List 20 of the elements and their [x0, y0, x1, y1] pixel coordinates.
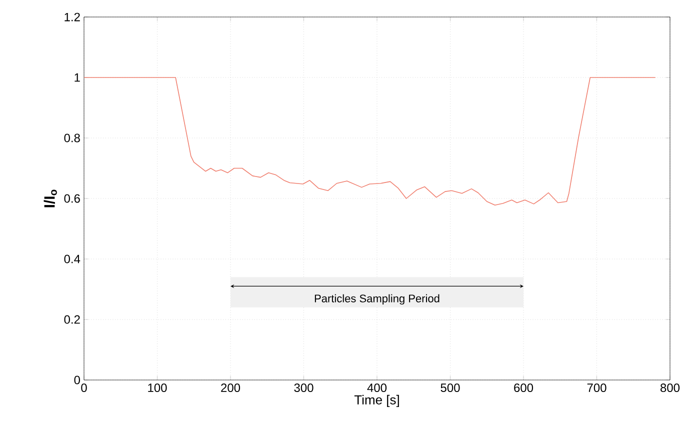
x-tick-label: 600: [514, 384, 534, 392]
x-axis-title: Time [s]: [354, 394, 399, 408]
y-tick-label: 0.4: [64, 254, 80, 264]
y-tick-label: 1: [74, 73, 80, 82]
x-tick-label: 100: [148, 384, 167, 392]
y-tick-label: 0.2: [64, 315, 80, 324]
band-label: Particles Sampling Period: [314, 294, 440, 305]
line-series: [84, 77, 656, 206]
x-tick-label: 0: [81, 384, 87, 392]
x-tick-label: 500: [440, 384, 460, 392]
x-tick-label: 400: [367, 384, 387, 392]
y-tick-label: 0: [74, 376, 80, 384]
y-tick-label: 0.6: [64, 194, 80, 203]
y-axis-title: I/I$_{o}$: [44, 190, 57, 208]
x-tick-label: 700: [587, 384, 606, 392]
x-tick-label: 800: [660, 384, 680, 392]
x-tick-label: 200: [221, 384, 240, 392]
y-tick-label: 1.2: [64, 12, 80, 22]
x-tick-label: 300: [294, 384, 314, 392]
y-tick-label: 0.8: [64, 134, 80, 142]
